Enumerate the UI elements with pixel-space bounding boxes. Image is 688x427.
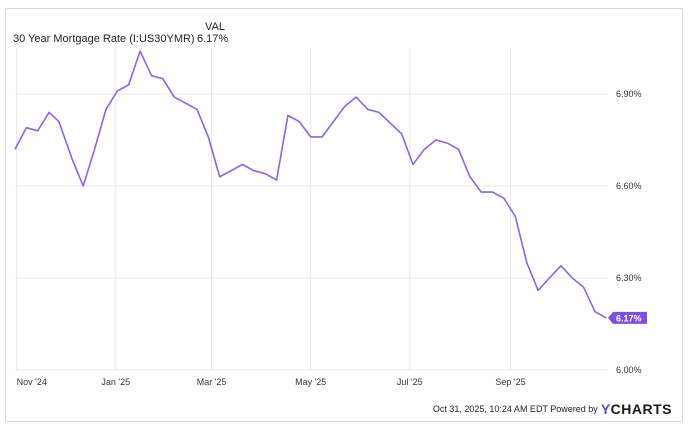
footer: Oct 31, 2025, 10:24 AM EDT Powered by YC…: [433, 401, 672, 417]
x-tick-label: Jan '25: [101, 377, 130, 387]
series-line: [14, 50, 607, 319]
x-tick-label: Jul '25: [397, 377, 423, 387]
last-value-badge: [608, 311, 647, 324]
y-tick-label: 6.60%: [616, 181, 642, 191]
y-tick-label: 6.00%: [616, 365, 642, 375]
y-tick-label: 6.90%: [616, 89, 642, 99]
last-value-label: 6.17%: [616, 313, 642, 323]
ycharts-logo-text: CHARTS: [610, 401, 672, 417]
x-tick-label: Sep '25: [495, 377, 525, 387]
chart-frame: [5, 8, 683, 422]
footer-timestamp: Oct 31, 2025, 10:24 AM EDT Powered by: [432, 404, 598, 414]
x-tick-label: Mar '25: [197, 377, 227, 387]
legend-column-value: 6.17%: [197, 33, 229, 45]
y-tick-label: 6.30%: [616, 273, 642, 283]
ycharts-logo[interactable]: YCHARTS: [601, 401, 672, 417]
x-tick-label: May '25: [295, 377, 326, 387]
legend-series-name: 30 Year Mortgage Rate (I:US30YMR): [13, 33, 195, 45]
ycharts-logo-mark: Y: [600, 401, 611, 417]
x-tick-label: Nov '24: [17, 377, 47, 387]
legend-column-header: VAL: [205, 21, 225, 33]
